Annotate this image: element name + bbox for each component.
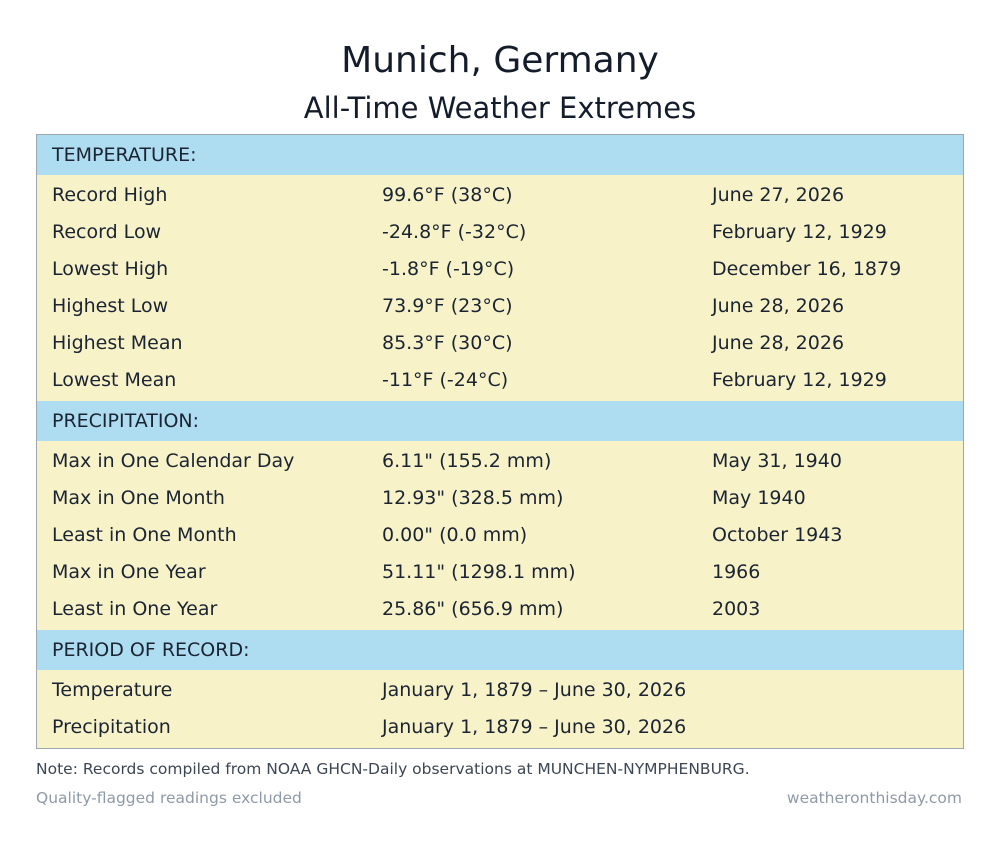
table-row: Max in One Month 12.93" (328.5 mm) May 1…	[37, 480, 963, 517]
table-row: Lowest High -1.8°F (-19°C) December 16, …	[37, 251, 963, 288]
row-label: Lowest Mean	[52, 369, 177, 391]
table-row: Least in One Year 25.86" (656.9 mm) 2003	[37, 591, 963, 628]
temperature-rows: Record High 99.6°F (38°C) June 27, 2026 …	[37, 175, 963, 401]
quality-note: Quality-flagged readings excluded	[36, 789, 302, 807]
table-row: Temperature January 1, 1879 – June 30, 2…	[37, 672, 963, 709]
table-row: Highest Mean 85.3°F (30°C) June 28, 2026	[37, 325, 963, 362]
row-date: June 27, 2026	[712, 184, 845, 206]
table-row: Least in One Month 0.00" (0.0 mm) Octobe…	[37, 517, 963, 554]
table-row: Max in One Year 51.11" (1298.1 mm) 1966	[37, 554, 963, 591]
row-date: 2003	[712, 598, 761, 620]
row-label: Precipitation	[52, 716, 171, 738]
row-value: 51.11" (1298.1 mm)	[382, 561, 576, 583]
row-value: -11°F (-24°C)	[382, 369, 509, 391]
row-value: January 1, 1879 – June 30, 2026	[382, 716, 687, 738]
row-date: February 12, 1929	[712, 369, 887, 391]
row-value: 85.3°F (30°C)	[382, 332, 513, 354]
table-row: Record High 99.6°F (38°C) June 27, 2026	[37, 177, 963, 214]
row-date: May 31, 1940	[712, 450, 842, 472]
row-label: Highest Low	[52, 295, 169, 317]
row-value: January 1, 1879 – June 30, 2026	[382, 679, 687, 701]
row-value: 25.86" (656.9 mm)	[382, 598, 564, 620]
row-date: February 12, 1929	[712, 221, 887, 243]
source-note: Note: Records compiled from NOAA GHCN-Da…	[36, 760, 750, 778]
row-label: Temperature	[52, 679, 173, 701]
page-title: Munich, Germany	[341, 40, 659, 81]
row-value: 0.00" (0.0 mm)	[382, 524, 528, 546]
row-date: June 28, 2026	[712, 295, 845, 317]
row-value: -1.8°F (-19°C)	[382, 258, 515, 280]
row-label: Lowest High	[52, 258, 169, 280]
row-date: October 1943	[712, 524, 843, 546]
table-row: Lowest Mean -11°F (-24°C) February 12, 1…	[37, 362, 963, 399]
table-row: Precipitation January 1, 1879 – June 30,…	[37, 709, 963, 746]
row-label: Record Low	[52, 221, 162, 243]
row-value: 6.11" (155.2 mm)	[382, 450, 552, 472]
row-date: 1966	[712, 561, 761, 583]
row-date: May 1940	[712, 487, 806, 509]
page-subtitle: All-Time Weather Extremes	[303, 91, 697, 125]
row-label: Max in One Month	[52, 487, 225, 509]
site-credit: weatheronthisday.com	[786, 789, 962, 807]
period-rows: Temperature January 1, 1879 – June 30, 2…	[37, 670, 963, 748]
section-header-precipitation: PRECIPITATION:	[37, 401, 963, 441]
row-value: 99.6°F (38°C)	[382, 184, 513, 206]
row-date: December 16, 1879	[712, 258, 902, 280]
table-row: Highest Low 73.9°F (23°C) June 28, 2026	[37, 288, 963, 325]
table-row: Record Low -24.8°F (-32°C) February 12, …	[37, 214, 963, 251]
section-header-temperature: TEMPERATURE:	[37, 135, 963, 175]
row-date: June 28, 2026	[712, 332, 845, 354]
precipitation-rows: Max in One Calendar Day 6.11" (155.2 mm)…	[37, 441, 963, 630]
row-value: 73.9°F (23°C)	[382, 295, 513, 317]
row-label: Max in One Calendar Day	[52, 450, 295, 472]
extremes-table: TEMPERATURE: Record High 99.6°F (38°C) J…	[36, 134, 964, 749]
section-header-period-of-record: PERIOD OF RECORD:	[37, 630, 963, 670]
row-label: Record High	[52, 184, 168, 206]
row-value: -24.8°F (-32°C)	[382, 221, 527, 243]
row-value: 12.93" (328.5 mm)	[382, 487, 564, 509]
row-label: Highest Mean	[52, 332, 183, 354]
row-label: Max in One Year	[52, 561, 206, 583]
table-row: Max in One Calendar Day 6.11" (155.2 mm)…	[37, 443, 963, 480]
row-label: Least in One Month	[52, 524, 237, 546]
row-label: Least in One Year	[52, 598, 218, 620]
